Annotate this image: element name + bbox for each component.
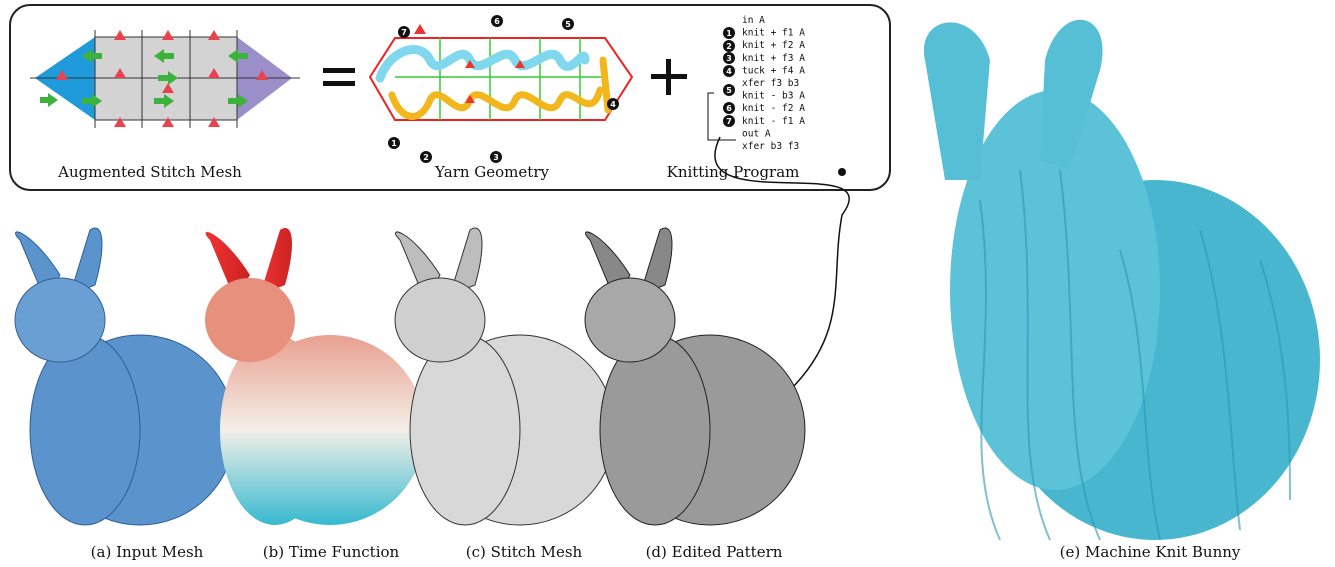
bunny-head bbox=[205, 278, 295, 362]
figure: Augmented Stitch Mesh Yarn Geometry Knitti… bbox=[0, 0, 1335, 567]
bunny-front bbox=[600, 335, 710, 525]
program-line: out A bbox=[742, 128, 771, 139]
marker-number: 6 bbox=[726, 104, 732, 113]
program-line: knit - f1 A bbox=[742, 116, 805, 127]
knit-bunny-photo bbox=[924, 20, 1320, 540]
page: {"inset": {"labels": ["Augmented Stitch … bbox=[0, 0, 1335, 567]
bunny-head bbox=[395, 278, 485, 362]
marker-number: 1 bbox=[391, 139, 397, 148]
marker-number: 4 bbox=[610, 100, 616, 109]
marker-number: 5 bbox=[726, 86, 732, 95]
bunny-front bbox=[30, 335, 140, 525]
program-line: tuck + f4 A bbox=[742, 65, 805, 76]
marker-number: 7 bbox=[401, 28, 407, 37]
program-line: xfer b3 f3 bbox=[742, 141, 799, 152]
caption: (d) Edited Pattern bbox=[646, 543, 783, 561]
program-line: in A bbox=[742, 15, 765, 26]
program-line: knit - b3 A bbox=[742, 91, 805, 102]
marker-number: 2 bbox=[423, 153, 429, 162]
marker-number: 1 bbox=[726, 29, 732, 38]
caption: (e) Machine Knit Bunny bbox=[1060, 543, 1241, 561]
caption: (a) Input Mesh bbox=[91, 543, 204, 561]
bunny-front bbox=[410, 335, 520, 525]
inset-label: Knitting Program bbox=[667, 163, 800, 181]
program-line: knit + f3 A bbox=[742, 53, 805, 64]
marker-number: 6 bbox=[494, 17, 500, 26]
program-line: knit + f2 A bbox=[742, 40, 805, 51]
program-line: xfer f3 b3 bbox=[742, 78, 799, 89]
marker-number: 4 bbox=[726, 67, 732, 76]
marker-number: 3 bbox=[493, 153, 499, 162]
bunnies bbox=[15, 228, 805, 525]
marker-number: 5 bbox=[565, 20, 571, 29]
program-line: knit + f1 A bbox=[742, 28, 805, 39]
caption: (c) Stitch Mesh bbox=[466, 543, 583, 561]
yarn-geometry-diagram bbox=[370, 24, 632, 120]
marker-number: 7 bbox=[726, 117, 732, 126]
inset-label: Augmented Stitch Mesh bbox=[57, 163, 242, 181]
program-line: knit - f2 A bbox=[742, 103, 805, 114]
marker-number: 3 bbox=[726, 54, 732, 63]
marker-number: 2 bbox=[726, 42, 732, 51]
bunny-front bbox=[220, 335, 330, 525]
caption: (b) Time Function bbox=[263, 543, 400, 561]
inset-label: Yarn Geometry bbox=[434, 163, 549, 181]
bunny-head bbox=[15, 278, 105, 362]
callout-dot bbox=[838, 168, 846, 176]
bunny-head bbox=[585, 278, 675, 362]
